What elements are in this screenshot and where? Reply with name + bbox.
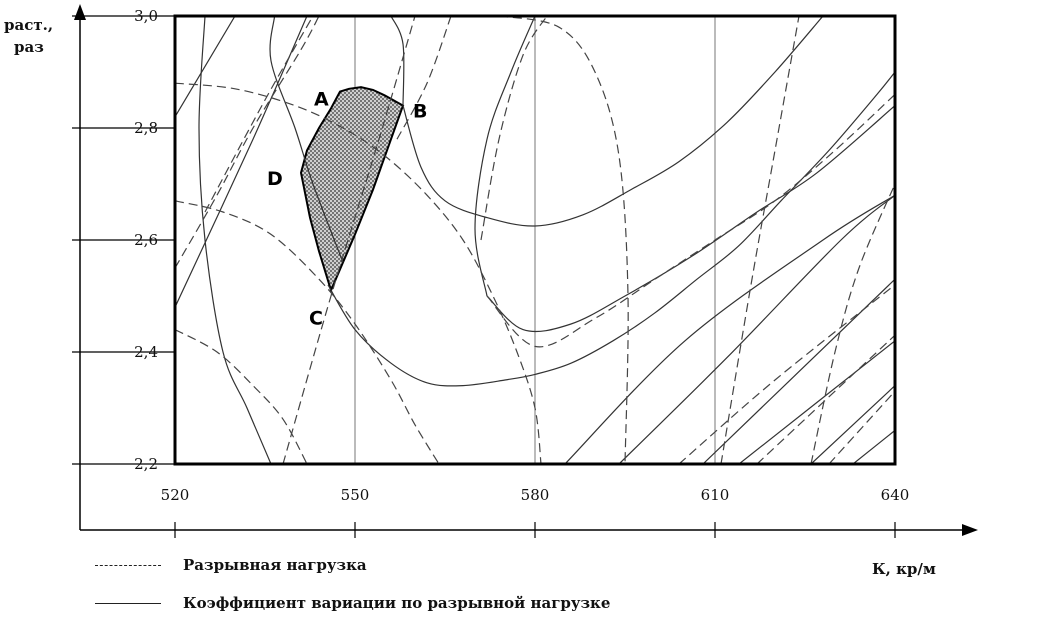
y-tick-label: 2,4 (134, 343, 158, 361)
variation-curve-9 (702, 278, 895, 464)
load-curve-23 (480, 16, 548, 241)
variation-curve-14 (474, 16, 536, 297)
legend-swatch-solid (95, 602, 161, 604)
variation-curve-6 (390, 16, 405, 106)
load-curve-21 (396, 16, 452, 140)
y-tick-label: 3,0 (134, 7, 158, 25)
load-curve-20 (282, 16, 416, 464)
load-curve-19 (204, 16, 314, 213)
load-curve-16 (175, 200, 440, 464)
x-axis-arrow (962, 524, 978, 536)
load-curve-28 (756, 334, 895, 464)
variation-curve-10 (738, 340, 895, 464)
legend-label-solid: Коэффициент вариации по разрывной нагруз… (183, 594, 611, 612)
x-tick-label: 550 (341, 486, 370, 504)
variation-curve-3 (175, 16, 236, 118)
y-tick-label: 2,6 (134, 231, 158, 249)
y-axis-arrow (74, 4, 86, 20)
x-tick-label: 640 (881, 486, 910, 504)
load-curve-29 (828, 390, 895, 464)
variation-curve-11 (810, 385, 895, 464)
optimal-region (299, 86, 405, 294)
variation-curve-4 (327, 71, 895, 387)
y-tick-label: 2,2 (134, 455, 158, 473)
load-curve-25 (720, 16, 800, 464)
point-label-b: B (413, 101, 427, 123)
variation-curve-13 (486, 105, 895, 333)
x-tick-label: 520 (161, 486, 190, 504)
point-label-a: A (314, 89, 329, 111)
load-curve-24 (486, 93, 895, 348)
legend-item-dashed: Разрывная нагрузка (95, 556, 367, 574)
variation-curve-1 (198, 16, 272, 464)
legend-label-dashed: Разрывная нагрузка (183, 556, 367, 574)
grid (354, 16, 716, 464)
variation-curve-12 (852, 429, 895, 464)
y-tick-label: 2,8 (134, 119, 158, 137)
x-tick-label: 610 (701, 486, 730, 504)
load-curve-26 (810, 183, 895, 464)
y-axis-label: раст., раз (4, 16, 58, 56)
load-curve-15 (175, 82, 542, 464)
load-curve-17 (175, 329, 308, 464)
load-curve-22 (498, 16, 629, 464)
variation-curve-7 (564, 194, 895, 464)
point-label-d: D (267, 168, 283, 190)
legend-swatch-dashed (95, 564, 161, 566)
variation-curve-5 (402, 16, 824, 227)
legend-item-solid: Коэффициент вариации по разрывной нагруз… (95, 594, 610, 612)
variation-curve-0 (269, 16, 344, 263)
point-label-c: C (309, 307, 323, 329)
variation-curve-8 (618, 194, 895, 464)
x-axis-label: К, кр/м (872, 560, 936, 578)
x-tick-label: 580 (521, 486, 550, 504)
load-curve-27 (678, 284, 895, 464)
load-curve-18 (175, 16, 320, 269)
variation-curve-2 (175, 16, 308, 308)
